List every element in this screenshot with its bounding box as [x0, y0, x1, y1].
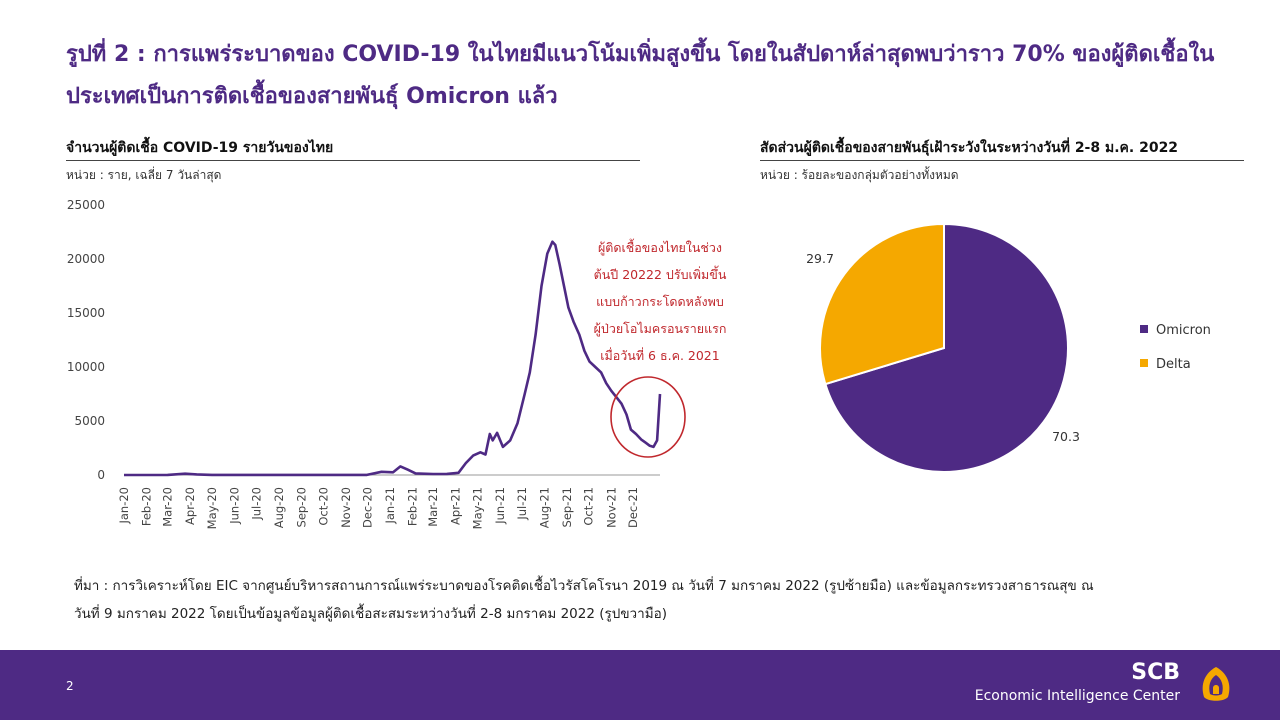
right-title-rule [760, 160, 1244, 161]
right-chart-unit: หน่วย : ร้อยละของกลุ่มตัวอย่างทั้งหมด [760, 168, 959, 182]
x-tick-label: Sep-20 [294, 487, 308, 527]
x-tick-label: May-21 [470, 487, 484, 529]
legend-swatch [1140, 359, 1148, 367]
x-tick-label: Nov-20 [339, 487, 353, 528]
footer-bar: 2 SCB Economic Intelligence Center [0, 650, 1280, 720]
y-tick-label: 20000 [67, 252, 105, 266]
left-title-rule [66, 160, 640, 161]
line-chart: 25000 20000 15000 10000 5000 0 Jan-20 Feb-20 Ma… [67, 198, 727, 529]
x-tick-label: Nov-21 [604, 487, 618, 528]
x-tick-label: Apr-20 [183, 487, 197, 525]
y-tick-label: 5000 [74, 414, 105, 428]
x-tick-label: Jul-20 [249, 487, 263, 521]
pie-value-label: 70.3 [1052, 429, 1080, 444]
x-tick-label: Oct-21 [582, 487, 596, 526]
y-tick-label: 0 [97, 468, 105, 482]
annotation-line: ผู้ป่วยโอไมครอนรายแรก [594, 321, 727, 337]
page-number: 2 [66, 679, 74, 693]
x-tick-label: Aug-21 [537, 487, 551, 528]
pie-slice-delta [819, 222, 945, 386]
y-tick-label: 10000 [67, 360, 105, 374]
legend-label: Delta [1156, 357, 1191, 372]
x-tick-label: Feb-21 [406, 487, 420, 526]
legend-swatch [1140, 325, 1148, 333]
brand-subtitle: Economic Intelligence Center [974, 688, 1180, 704]
left-chart-unit: หน่วย : ราย, เฉลี่ย 7 วันล่าสุด [66, 168, 222, 182]
x-tick-label: Jun-21 [493, 487, 507, 525]
x-tick-label: Jun-20 [228, 487, 242, 525]
x-tick-label: Jan-20 [117, 487, 131, 525]
x-tick-label: Aug-20 [272, 487, 286, 528]
brand-block: SCB Economic Intelligence Center [975, 660, 1180, 706]
source-note: ที่มา : การวิเคราะห์โดย EIC จากศูนย์บริห… [74, 572, 1204, 628]
brand-name: SCB [1131, 660, 1180, 685]
source-line-2: วันที่ 9 มกราคม 2022 โดยเป็นข้อมูลข้อมูล… [74, 606, 667, 622]
x-tick-label: Mar-21 [426, 487, 440, 527]
right-chart-title: สัดส่วนผู้ติดเชื้อของสายพันธุ์เฝ้าระวังใ… [760, 140, 1179, 156]
x-tick-label: Sep-21 [560, 487, 574, 527]
x-tick-label: Apr-21 [449, 487, 463, 525]
x-tick-label: Dec-20 [361, 487, 375, 528]
annotation-line: ต้นปี 20222 ปรับเพิ่มขึ้น [594, 265, 727, 282]
annotation-line: เมื่อวันที่ 6 ธ.ค. 2021 [600, 347, 719, 363]
daily-cases-line [123, 240, 662, 477]
x-tick-label: Oct-20 [316, 487, 330, 526]
x-tick-label: Jan-21 [383, 487, 397, 525]
pie-chart: 70.3 29.7 Omicron Delta [806, 222, 1211, 473]
scb-logo-icon [1202, 667, 1230, 701]
x-tick-label: Feb-20 [140, 487, 154, 526]
pie-slice-omicron [824, 222, 1069, 473]
left-chart-title: จำนวนผู้ติดเชื้อ COVID-19 รายวันของไทย [66, 140, 334, 156]
pie-value-label: 29.7 [806, 251, 834, 266]
y-tick-label: 15000 [67, 306, 105, 320]
annotation-line: ผู้ติดเชื้อของไทยในช่วง [598, 238, 722, 256]
x-tick-label: Jul-21 [515, 487, 529, 521]
x-tick-label: Dec-21 [626, 487, 640, 528]
legend-label: Omicron [1156, 323, 1211, 338]
slide-title: รูปที่ 2 : การแพร่ระบาดของ COVID-19 ในไท… [66, 42, 1215, 109]
y-tick-label: 25000 [67, 198, 105, 212]
x-tick-label: May-20 [205, 487, 219, 529]
annotation-line: แบบก้าวกระโดดหลังพบ [596, 294, 724, 309]
omicron-highlight-circle [610, 376, 686, 458]
x-tick-label: Mar-20 [161, 487, 175, 527]
source-line-1: ที่มา : การวิเคราะห์โดย EIC จากศูนย์บริห… [74, 578, 1094, 594]
